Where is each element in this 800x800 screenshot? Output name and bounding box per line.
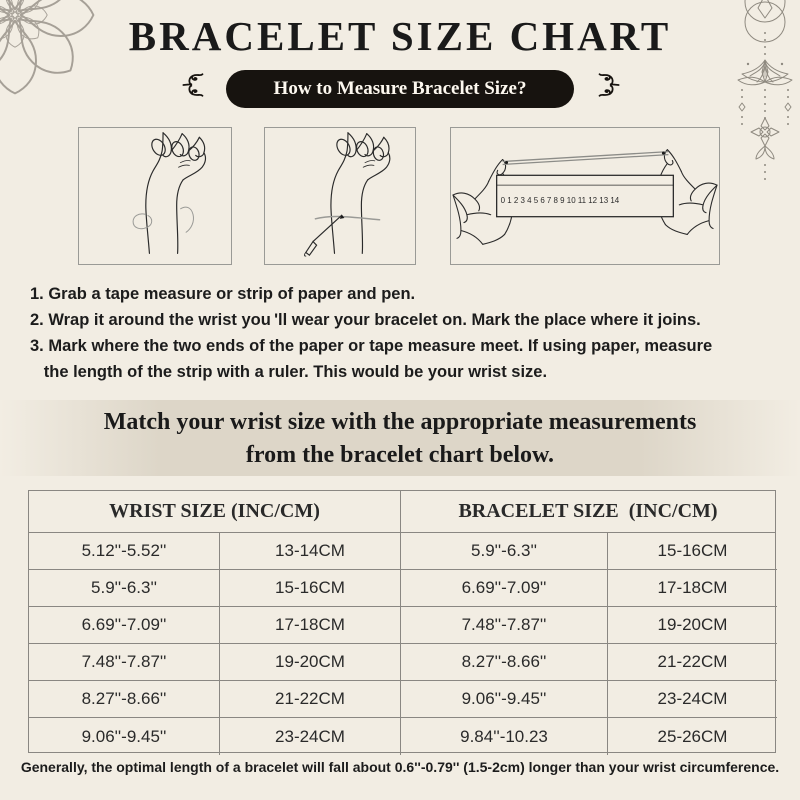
svg-text:0 1 2 3 4 5 6 7 8 9 10 11 12 1: 0 1 2 3 4 5 6 7 8 9 10 11 12 13 14 <box>501 196 620 205</box>
